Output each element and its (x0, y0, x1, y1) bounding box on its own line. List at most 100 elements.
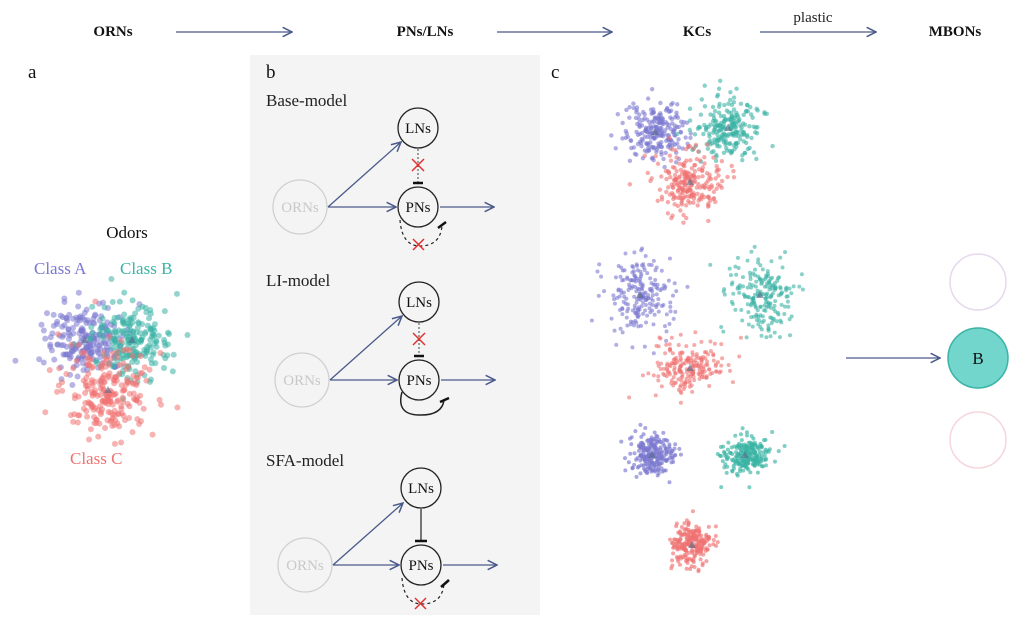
scatter-point (680, 146, 685, 151)
panel-label-c: c (551, 62, 559, 83)
scatter-point (669, 190, 675, 196)
scatter-point (641, 311, 646, 316)
mbon-node-a (949, 253, 1007, 311)
scatter-point (685, 557, 690, 562)
mbon-b-label: B (972, 349, 983, 368)
scatter-point (70, 418, 77, 425)
scatter-point (707, 175, 712, 180)
scatter-point (684, 376, 689, 381)
scatter-point (121, 387, 128, 394)
scatter-point (800, 287, 805, 292)
scatter-point (736, 118, 742, 124)
scatter-point (127, 316, 134, 323)
scatter-point (720, 459, 725, 464)
base-model-diagram: Base-model ORNs LNs PNs (266, 91, 494, 251)
pns-node (398, 359, 440, 401)
scatter-point (681, 532, 686, 537)
scatter-point (748, 470, 753, 475)
scatter-point (718, 113, 724, 119)
scatter-point (88, 356, 95, 363)
scatter-point (679, 364, 684, 369)
scatter-point (674, 113, 679, 118)
scatter-point (759, 333, 764, 338)
scatter-point (782, 311, 787, 316)
scatter-point (43, 310, 50, 317)
scatter-point (125, 363, 132, 370)
disabled-x-icon (414, 597, 427, 610)
scatter-point (146, 342, 153, 349)
scatter-point (107, 398, 114, 405)
scatter-point (785, 299, 790, 304)
scatter-point (627, 158, 633, 164)
scatter-point (664, 338, 669, 343)
scatter-point (675, 180, 680, 186)
scatter-point (640, 287, 645, 292)
scatter-point (695, 203, 700, 208)
scatter-point (92, 298, 99, 305)
scatter-point (121, 327, 128, 334)
scatter-point (770, 143, 775, 149)
scatter-point (671, 196, 676, 202)
scatter-point (630, 284, 635, 289)
scatter-point (118, 405, 125, 412)
scatter-point (776, 312, 781, 317)
scatter-point (739, 307, 744, 312)
scatter-point (734, 86, 739, 91)
scatter-point (116, 361, 123, 368)
scatter-point (119, 394, 126, 401)
scatter-point (92, 404, 99, 411)
scatter-point (118, 439, 125, 446)
scatter-point (627, 436, 632, 441)
scatter-point (663, 150, 668, 156)
scatter-point (141, 364, 148, 371)
scatter-point (672, 361, 677, 366)
scatter-point (673, 309, 678, 314)
scatter-point (733, 140, 739, 146)
scatter-point (745, 146, 751, 152)
scatter-point (753, 273, 758, 278)
scatter-point (687, 533, 692, 538)
scatter-point (150, 325, 157, 332)
scatter-point (656, 141, 661, 146)
scatter-point (711, 542, 716, 547)
scatter-point (719, 178, 725, 184)
scatter-point (641, 109, 646, 115)
scatter-point (640, 441, 645, 446)
scatter-point (772, 459, 777, 464)
scatter-point (773, 281, 778, 286)
scatter-point (744, 447, 749, 452)
scatter-point (694, 551, 699, 556)
scatter-point (675, 557, 680, 562)
scatter-point (629, 278, 634, 283)
scatter-point (56, 365, 63, 372)
scatter-point (789, 314, 794, 319)
scatter-point (659, 466, 664, 471)
scatter-point (84, 385, 91, 392)
panel-label-b: b (266, 62, 276, 83)
kc-scatter-panels (589, 78, 805, 574)
scatter-point (738, 101, 744, 107)
scatter-point (111, 380, 118, 387)
scatter-point (110, 318, 117, 325)
scatter-point (623, 128, 629, 134)
scatter-point (112, 411, 119, 418)
scatter-point (667, 153, 673, 158)
stage-kcs: KCs (683, 24, 712, 40)
scatter-point (647, 441, 652, 446)
scatter-point (692, 554, 697, 559)
lns-label: LNs (405, 121, 431, 137)
scatter-point (640, 284, 645, 289)
scatter-point (691, 190, 696, 196)
scatter-point (689, 564, 694, 569)
scatter-point (92, 387, 99, 394)
scatter-point (702, 161, 707, 166)
scatter-point (654, 285, 659, 290)
scatter-point (645, 448, 650, 453)
model-title: SFA-model (266, 451, 344, 470)
scatter-point (698, 185, 703, 190)
scatter-point (135, 338, 142, 345)
scatter-point (708, 339, 713, 344)
scatter-point (621, 290, 626, 295)
scatter-point (659, 384, 664, 389)
scatter-point (752, 292, 757, 297)
